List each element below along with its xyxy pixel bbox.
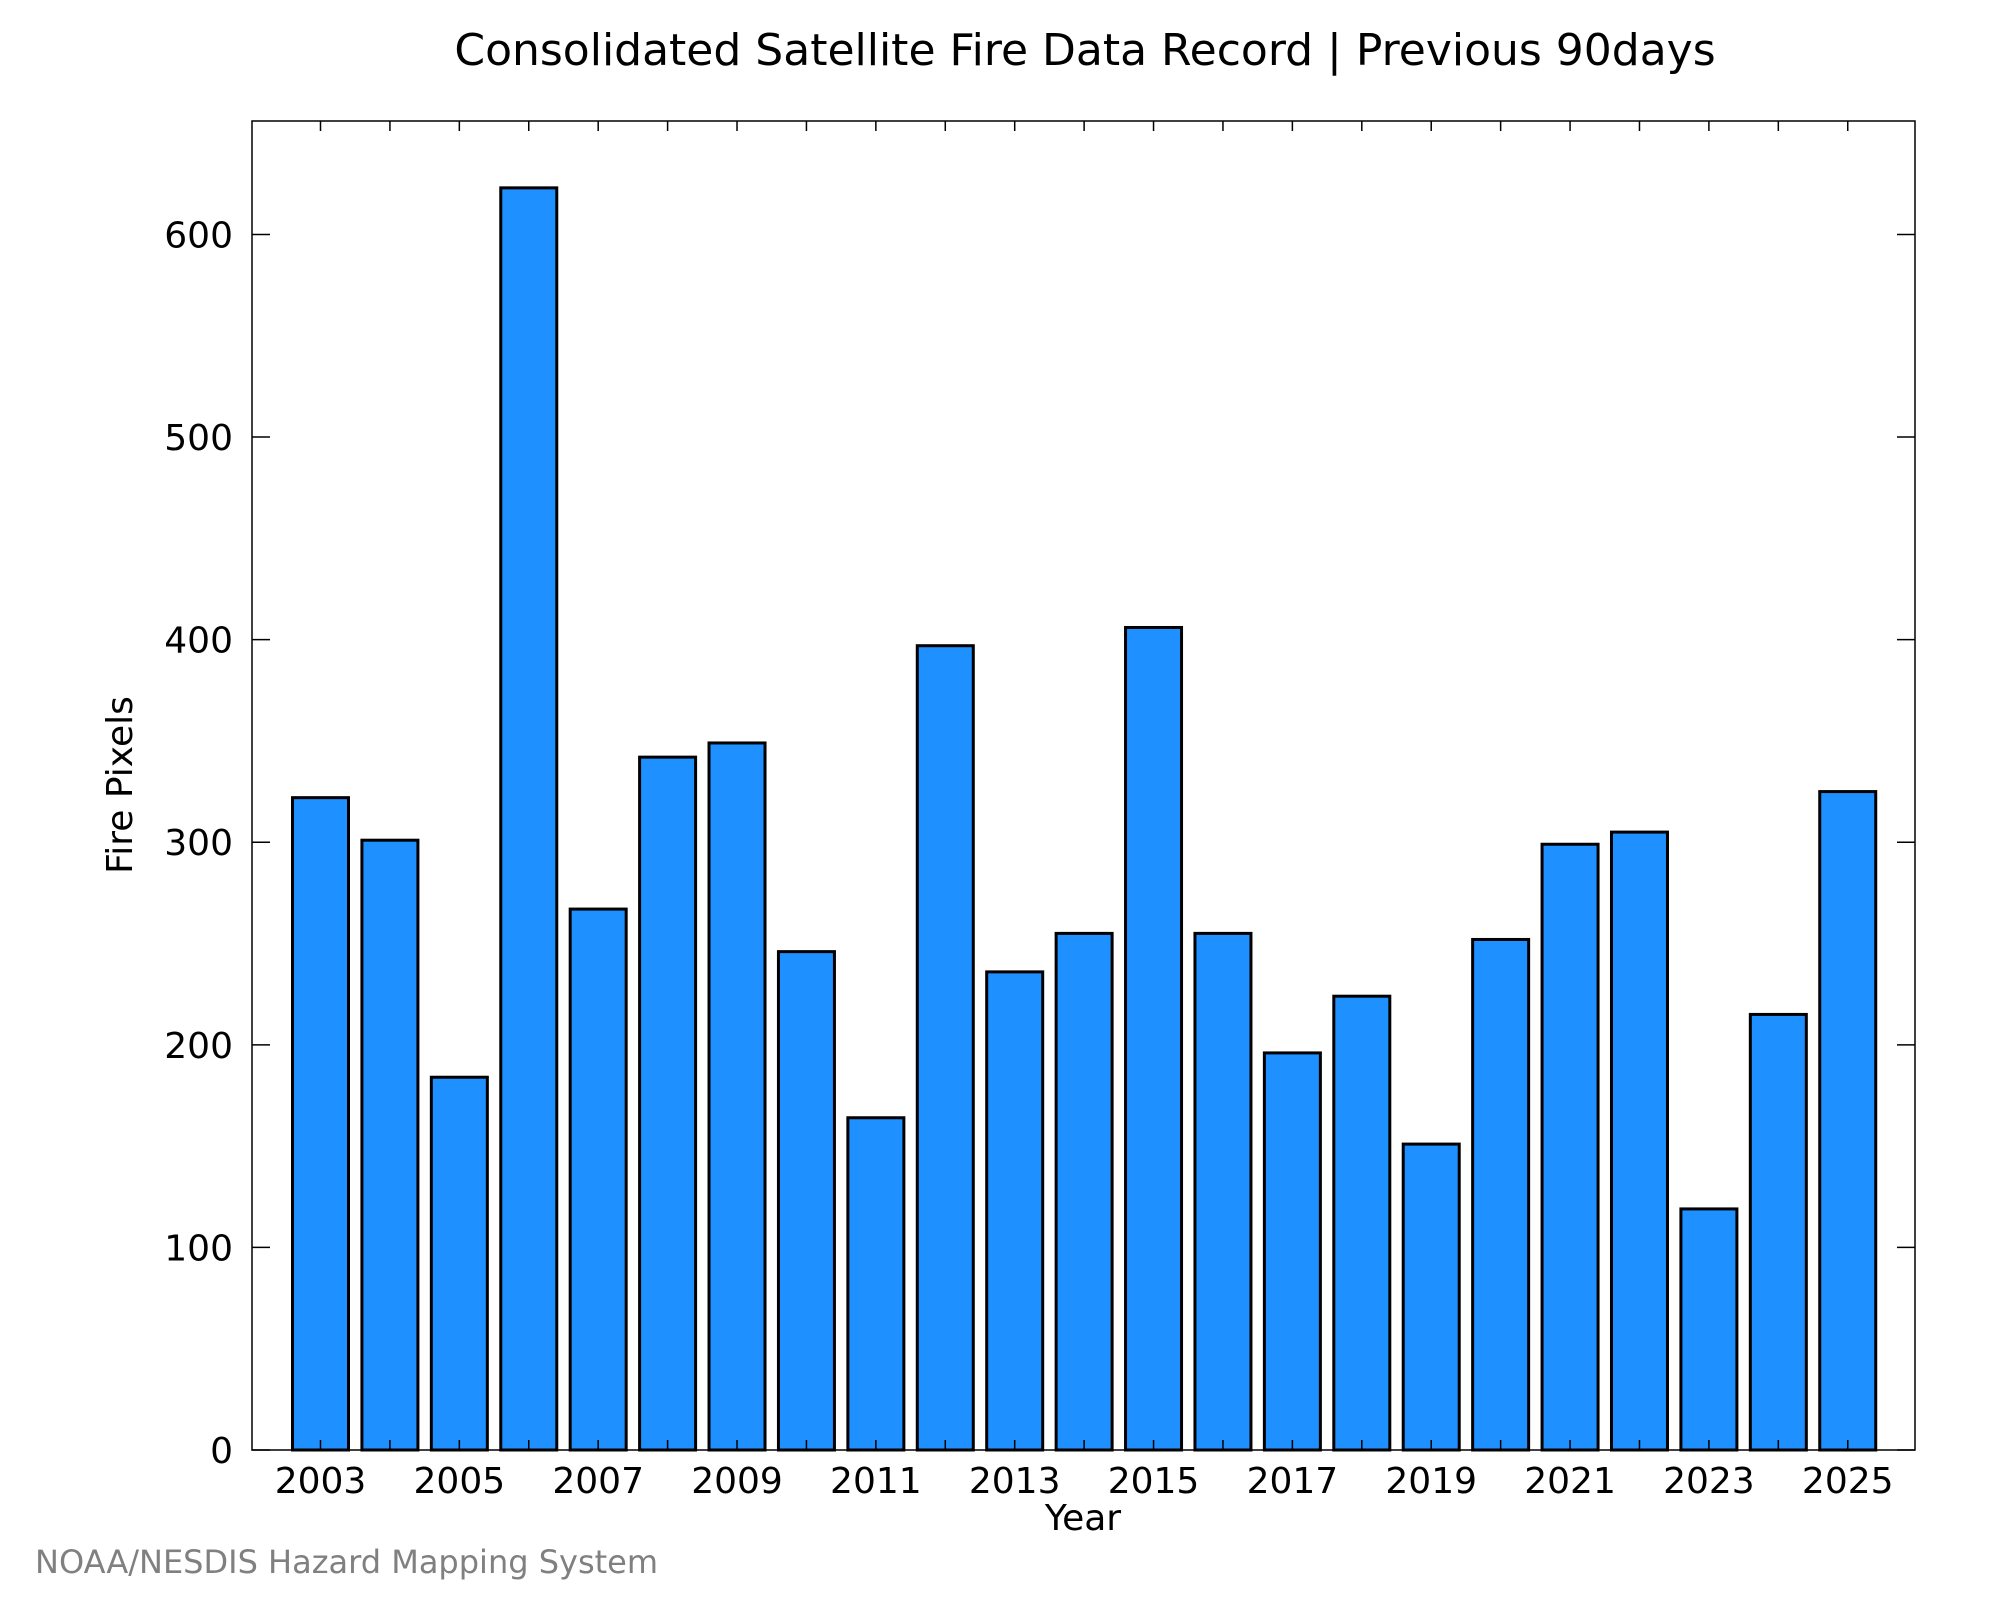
x-tick-label-2021: 2021 <box>1524 1461 1616 1502</box>
bar-2015 <box>1124 625 1184 1452</box>
x-tick-label-2019: 2019 <box>1385 1461 1477 1502</box>
bar-2009 <box>707 741 767 1452</box>
y-axis-ticks: 0 100 200 300 400 500 600 <box>164 215 1915 1472</box>
y-axis-label: Fire Pixels <box>100 696 141 874</box>
x-tick-label-2005: 2005 <box>414 1461 506 1502</box>
x-tick-label-2007: 2007 <box>552 1461 644 1502</box>
x-tick-label-2013: 2013 <box>969 1461 1061 1502</box>
x-axis-ticks: 2003 2005 2007 2009 2011 2013 2015 2017 2019 2021… <box>275 121 1894 1502</box>
chart-title: Consolidated Satellite Fire Data Record … <box>454 25 1715 76</box>
bar-2007 <box>568 907 628 1452</box>
x-tick-label-2017: 2017 <box>1247 1461 1339 1502</box>
bar-2008 <box>638 755 698 1452</box>
bar-2021 <box>1540 842 1600 1452</box>
bar-2023 <box>1679 1207 1739 1452</box>
bar-2016 <box>1193 931 1253 1452</box>
bar-2010 <box>776 950 836 1452</box>
x-axis-label: Year <box>1044 1498 1121 1539</box>
bar-series <box>291 186 1878 1452</box>
bar-2020 <box>1471 937 1531 1452</box>
bar-2004 <box>360 838 420 1452</box>
y-tick-label-0: 0 <box>210 1431 233 1472</box>
y-tick-label-100: 100 <box>164 1228 233 1269</box>
bar-2005 <box>429 1075 489 1452</box>
bar-2011 <box>846 1116 906 1452</box>
bar-2003 <box>291 796 350 1452</box>
y-tick-label-600: 600 <box>164 215 233 256</box>
bar-2025 <box>1818 790 1878 1452</box>
x-tick-label-2015: 2015 <box>1108 1461 1200 1502</box>
plot-frame <box>251 120 1916 1451</box>
credit-text: NOAA/NESDIS Hazard Mapping System <box>35 1543 658 1581</box>
x-tick-label-2023: 2023 <box>1663 1461 1755 1502</box>
bar-2024 <box>1748 1012 1808 1452</box>
y-tick-label-300: 300 <box>164 823 233 864</box>
y-tick-label-500: 500 <box>164 418 233 459</box>
bar-2022 <box>1609 830 1669 1452</box>
x-tick-label-2011: 2011 <box>830 1461 922 1502</box>
bar-2006 <box>499 186 559 1452</box>
bar-2018 <box>1332 994 1392 1452</box>
bar-2012 <box>915 644 975 1452</box>
bar-2013 <box>985 970 1045 1452</box>
x-tick-label-2003: 2003 <box>275 1461 367 1502</box>
y-tick-label-200: 200 <box>164 1026 233 1067</box>
bar-2014 <box>1054 931 1114 1452</box>
bar-2017 <box>1262 1051 1322 1452</box>
y-tick-label-400: 400 <box>164 621 233 662</box>
x-tick-label-2009: 2009 <box>691 1461 783 1502</box>
x-tick-label-2025: 2025 <box>1802 1461 1894 1502</box>
bar-2019 <box>1401 1142 1461 1452</box>
